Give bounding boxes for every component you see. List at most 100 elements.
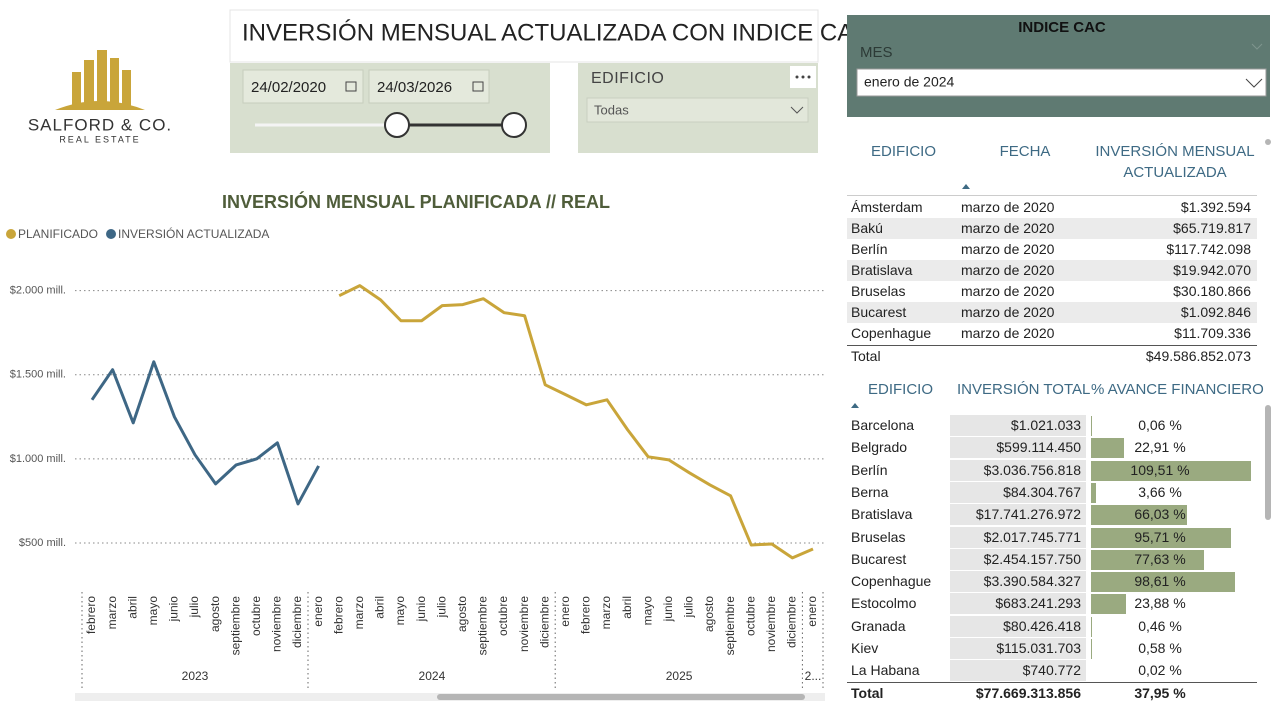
- inv-cell-bg: [950, 571, 1086, 593]
- cell: 98,61 %: [1134, 573, 1186, 590]
- inv-cell-bg: [950, 548, 1086, 570]
- date-start-box[interactable]: [242, 69, 364, 104]
- cell: 77,63 %: [1134, 550, 1186, 567]
- total-rule: [847, 345, 1257, 346]
- line-series: [90, 360, 320, 506]
- progress-bar: [1091, 572, 1235, 593]
- cell: 0,02 %: [1138, 662, 1182, 679]
- cell: Granada: [851, 617, 906, 634]
- logo-tagline: REAL ESTATE: [59, 134, 140, 144]
- year-label: 2025: [666, 669, 693, 683]
- cell: marzo de 2020: [961, 220, 1055, 236]
- table-row: [847, 302, 1257, 323]
- cell: 109,51 %: [1130, 461, 1190, 478]
- cell: marzo de 2020: [961, 199, 1055, 215]
- building-dropdown[interactable]: [586, 97, 809, 123]
- cell: Bakú: [851, 220, 883, 236]
- year-label: 2...: [805, 669, 822, 683]
- cell: $11.709.336: [1174, 325, 1251, 341]
- building-selected: Todas: [594, 102, 629, 117]
- cell: Berlín: [851, 241, 888, 257]
- cell: 95,71 %: [1134, 528, 1186, 545]
- table-scrollbar[interactable]: [1265, 405, 1271, 520]
- cac-selected: enero de 2024: [864, 74, 955, 90]
- total-cell: $77.669.313.856: [975, 685, 1081, 701]
- table-row: [847, 260, 1257, 281]
- logo-icon: [55, 50, 145, 110]
- column-header: INVERSIÓN TOTAL: [957, 381, 1091, 398]
- cell: marzo de 2020: [961, 304, 1055, 320]
- cell: $1.021.033: [1010, 417, 1081, 433]
- scrollbar-thumb[interactable]: [437, 694, 805, 700]
- cell: Berlín: [851, 461, 888, 478]
- legend-swatch: [106, 229, 117, 239]
- year-label: 2023: [182, 669, 209, 683]
- cell: 3,66 %: [1138, 483, 1182, 500]
- x-tick-label: abril: [373, 596, 387, 619]
- x-tick-label: mayo: [146, 596, 160, 626]
- x-tick-label: enero: [805, 596, 819, 627]
- inv-cell-bg: [950, 615, 1086, 637]
- header-box: [229, 9, 819, 63]
- x-tick-label: agosto: [455, 596, 469, 632]
- cell: $740.772: [1022, 662, 1081, 679]
- table-row: [847, 197, 1257, 218]
- cac-dropdown[interactable]: [856, 68, 1267, 97]
- cell: marzo de 2020: [961, 325, 1055, 341]
- x-tick-label: octubre: [496, 596, 510, 636]
- cell: marzo de 2020: [961, 262, 1055, 278]
- cell: Copenhague: [851, 325, 932, 341]
- cell: $2.017.745.771: [983, 528, 1081, 545]
- x-tick-label: febrero: [579, 596, 593, 634]
- header-title: INVERSIÓN MENSUAL ACTUALIZADA CON INDICE…: [242, 19, 871, 46]
- chevron: [790, 106, 804, 114]
- slider-handle[interactable]: [501, 112, 527, 138]
- cell: Bratislava: [851, 506, 913, 523]
- progress-bar: [1091, 527, 1231, 548]
- cell: $599.114.450: [996, 439, 1081, 456]
- cell: $65.719.817: [1173, 220, 1251, 236]
- x-tick-label: agosto: [208, 596, 222, 632]
- more-icon[interactable]: [790, 66, 816, 88]
- inv-cell-bg: [950, 481, 1086, 503]
- x-tick-label: julio: [187, 596, 201, 619]
- x-tick-label: junio: [167, 596, 181, 623]
- x-tick-label: junio: [414, 596, 428, 623]
- x-tick-label: marzo: [352, 596, 366, 630]
- date-end-box[interactable]: [368, 69, 490, 104]
- total-cell: Total: [851, 348, 881, 364]
- x-tick-label: abril: [125, 596, 139, 619]
- cac-panel: [847, 15, 1270, 117]
- building-filter-label: EDIFICIO: [591, 70, 664, 87]
- cell: $84.304.767: [1003, 483, 1081, 500]
- cac-title: INDICE CAC: [1018, 19, 1106, 36]
- sort-arrow: [851, 403, 859, 408]
- cell: Belgrado: [851, 439, 908, 456]
- x-tick-label: septiembre: [723, 596, 737, 656]
- inv-cell-bg: [950, 437, 1086, 459]
- slider-handle[interactable]: [384, 112, 410, 138]
- cell: marzo de 2020: [961, 283, 1055, 299]
- cell: Berna: [851, 483, 889, 500]
- cell: $1.092.846: [1180, 304, 1251, 320]
- x-tick-label: diciembre: [290, 596, 304, 648]
- table-row: [847, 323, 1257, 344]
- inv-cell-bg: [950, 526, 1086, 548]
- header-rule: [847, 195, 1257, 196]
- cell: Bucarest: [851, 550, 907, 567]
- cell: Bruselas: [851, 283, 906, 299]
- line-series: [338, 284, 814, 560]
- column-header: FECHA: [999, 143, 1051, 160]
- total-cell: Total: [851, 685, 884, 701]
- cell: $1.392.594: [1180, 199, 1251, 215]
- inv-cell-bg: [950, 660, 1086, 682]
- x-tick-label: junio: [661, 596, 675, 623]
- x-tick-label: septiembre: [228, 596, 242, 656]
- x-tick-label: diciembre: [785, 596, 799, 648]
- chart-title: INVERSIÓN MENSUAL PLANIFICADA // REAL: [222, 191, 610, 212]
- cell: 0,58 %: [1138, 640, 1182, 656]
- cell: Barcelona: [851, 417, 915, 433]
- cell: Estocolmo: [851, 595, 917, 612]
- inv-cell-bg: [950, 459, 1086, 481]
